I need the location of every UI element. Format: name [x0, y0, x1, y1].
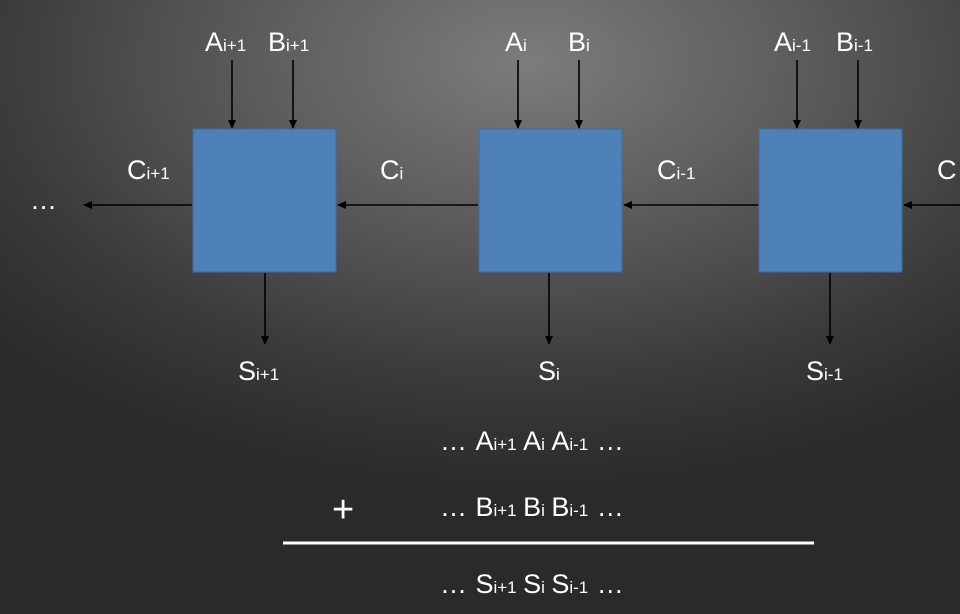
carry-out-label: Ci+1 — [127, 155, 170, 185]
addition-equation: … Ai+1 Ai Ai-1 … + … Bi+1 Bi Bi-1 … … Si… — [283, 426, 814, 599]
adder-cell-i-minus-1: Ai-1 Bi-1 Ci-1 Si-1 — [657, 27, 903, 386]
full-adder-box — [478, 128, 623, 273]
carry-out-label: Ci — [380, 155, 403, 185]
sum-label: Si+1 — [238, 356, 279, 386]
input-b-label: Bi — [568, 27, 590, 57]
carry-in-label: C — [937, 155, 957, 185]
adder-cell-i-plus-1: Ai+1 Bi+1 Ci+1 Si+1 — [127, 27, 337, 386]
plus-sign: + — [332, 489, 354, 531]
adder-cell-i: Ai Bi Ci Si — [380, 27, 623, 386]
full-adder-box — [758, 128, 903, 273]
input-b-label: Bi-1 — [836, 27, 873, 57]
equation-row-sum: … Si+1 Si Si-1 … — [440, 569, 624, 599]
equation-row-b: … Bi+1 Bi Bi-1 … — [440, 492, 624, 522]
input-a-label: Ai+1 — [205, 27, 246, 57]
full-adder-box — [192, 128, 337, 273]
sum-label: Si — [538, 356, 560, 386]
carry-out-label: Ci-1 — [657, 155, 695, 185]
input-a-label: Ai — [505, 27, 527, 57]
input-b-label: Bi+1 — [268, 27, 309, 57]
sum-label: Si-1 — [806, 356, 843, 386]
left-ellipsis: … — [30, 185, 57, 215]
input-a-label: Ai-1 — [774, 27, 811, 57]
equation-row-a: … Ai+1 Ai Ai-1 … — [440, 426, 624, 456]
